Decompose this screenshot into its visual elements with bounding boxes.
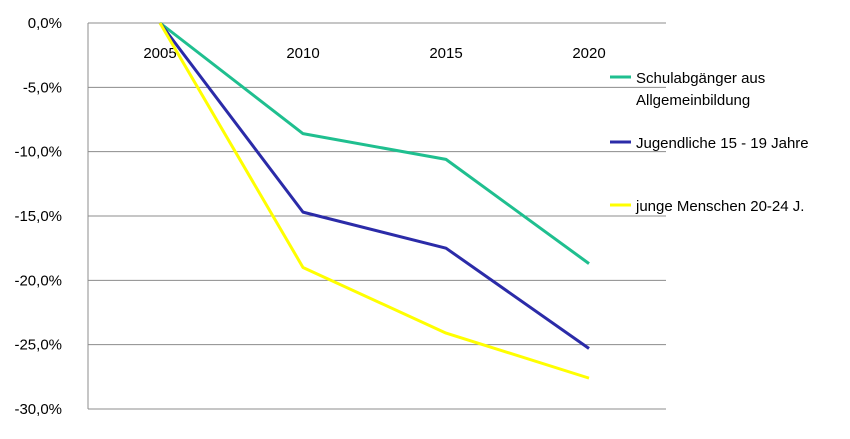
legend-label: Jugendliche 15 - 19 Jahre bbox=[636, 135, 809, 152]
series-line bbox=[158, 22, 590, 380]
legend-label: junge Menschen 20-24 J. bbox=[635, 198, 804, 215]
y-tick-label: -30,0% bbox=[14, 401, 62, 418]
x-axis-tick-labels: 2005 2010 2015 2020 bbox=[143, 45, 605, 62]
legend-label: Schulabgänger aus bbox=[636, 70, 765, 87]
y-tick-label: -25,0% bbox=[14, 337, 62, 354]
y-tick-label: -5,0% bbox=[23, 79, 62, 96]
x-tick-label: 2010 bbox=[286, 45, 319, 62]
y-tick-label: -20,0% bbox=[14, 272, 62, 289]
gridlines bbox=[88, 22, 666, 410]
legend: Schulabgänger aus Allgemeinbildung Jugendl… bbox=[610, 70, 809, 215]
y-tick-label: 0,0% bbox=[28, 15, 62, 32]
y-tick-label: -10,0% bbox=[14, 144, 62, 161]
x-tick-label: 2005 bbox=[143, 45, 176, 62]
series-line bbox=[158, 22, 590, 350]
y-axis-tick-labels: 0,0% -5,0% -10,0% -15,0% -20,0% -25,0% -30,0% bbox=[14, 15, 62, 418]
series-line bbox=[159, 21, 590, 265]
y-tick-label: -15,0% bbox=[14, 208, 62, 225]
series-lines bbox=[158, 21, 590, 380]
legend-label: Allgemeinbildung bbox=[636, 92, 750, 109]
x-tick-label: 2020 bbox=[572, 45, 605, 62]
x-tick-label: 2015 bbox=[429, 45, 462, 62]
